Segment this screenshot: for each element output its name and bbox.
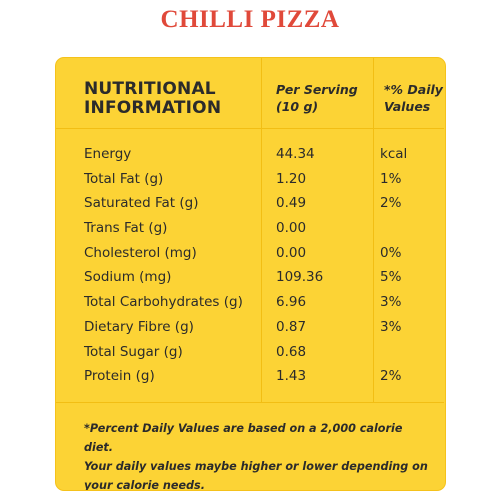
footnote-line: your calorie needs. (84, 479, 205, 491)
nutrient-name: Total Fat (g) (84, 170, 164, 187)
per-serving-header-line2: (10 g) (276, 99, 319, 114)
nutrient-value: 44.34 (276, 146, 315, 162)
footnote-line: *Percent Daily Values are based on a 2,0… (84, 422, 403, 454)
table-row: Dietary Fibre (g) 0.87 3% (56, 319, 444, 344)
footnote-divider (56, 402, 444, 403)
nutrition-header-line2: INFORMATION (84, 98, 222, 118)
nutrient-name: Saturated Fat (g) (84, 195, 199, 212)
table-row: Protein (g) 1.43 2% (56, 368, 444, 393)
nutrition-header: NUTRITIONAL INFORMATION (84, 80, 254, 118)
nutrient-daily-value: 5% (380, 269, 402, 286)
nutrient-value: 1.43 (276, 368, 307, 385)
nutrient-daily-value: 3% (380, 318, 402, 335)
nutrient-daily-value: 3% (380, 294, 402, 311)
page-title: CHILLI PIZZA (160, 6, 340, 33)
nutrient-daily-value: kcal (380, 146, 408, 162)
nutrition-header-line1: NUTRITIONAL (84, 79, 216, 99)
daily-values-header-line2: Values (384, 99, 431, 114)
nutrient-value: 0.00 (276, 220, 307, 237)
nutrient-name: Dietary Fibre (g) (84, 318, 194, 335)
table-row: Trans Fat (g) 0.00 (56, 220, 444, 245)
nutrient-value: 0.49 (276, 195, 307, 212)
nutrient-daily-value: 2% (380, 195, 402, 212)
table-row: Saturated Fat (g) 0.49 2% (56, 195, 444, 220)
nutrient-name: Sodium (mg) (84, 269, 172, 286)
nutrition-panel: NUTRITIONAL INFORMATION Per Serving (10 … (55, 57, 446, 491)
nutrient-value: 0.68 (276, 343, 307, 360)
column-divider (261, 58, 262, 403)
table-row: Sodium (mg) 109.36 5% (56, 269, 444, 294)
daily-values-header-line1: *% Daily (384, 82, 443, 97)
nutrient-value: 0.00 (276, 244, 307, 261)
nutrient-daily-value: 1% (380, 170, 402, 187)
nutrient-value: 6.96 (276, 294, 307, 311)
per-serving-header-line1: Per Serving (276, 82, 358, 97)
column-divider (373, 58, 374, 403)
nutrient-name: Total Sugar (g) (84, 343, 183, 360)
table-row: Total Carbohydrates (g) 6.96 3% (56, 294, 444, 319)
per-serving-header: Per Serving (10 g) (276, 81, 366, 115)
footnote-line: Your daily values maybe higher or lower … (84, 460, 428, 473)
nutrient-value: 109.36 (276, 269, 324, 286)
table-row: Energy 44.34 kcal (56, 146, 444, 171)
nutrient-name: Cholesterol (mg) (84, 244, 197, 261)
nutrient-name: Energy (84, 146, 132, 162)
nutrient-name: Trans Fat (g) (84, 220, 168, 237)
nutrient-value: 1.20 (276, 170, 307, 187)
nutrition-rows: Energy 44.34 kcal Total Fat (g) 1.20 1% … (56, 146, 444, 393)
table-row: Cholesterol (mg) 0.00 0% (56, 245, 444, 270)
header-divider (56, 128, 444, 129)
nutrient-daily-value: 2% (380, 368, 402, 385)
nutrient-name: Total Carbohydrates (g) (84, 294, 243, 311)
nutrient-daily-value: 0% (380, 244, 402, 261)
table-row: Total Fat (g) 1.20 1% (56, 171, 444, 196)
table-row: Total Sugar (g) 0.68 (56, 344, 444, 369)
daily-values-header: *% Daily Values (384, 81, 444, 115)
nutrient-name: Protein (g) (84, 368, 155, 385)
nutrient-value: 0.87 (276, 318, 307, 335)
daily-values-footnote: *Percent Daily Values are based on a 2,0… (84, 419, 434, 491)
